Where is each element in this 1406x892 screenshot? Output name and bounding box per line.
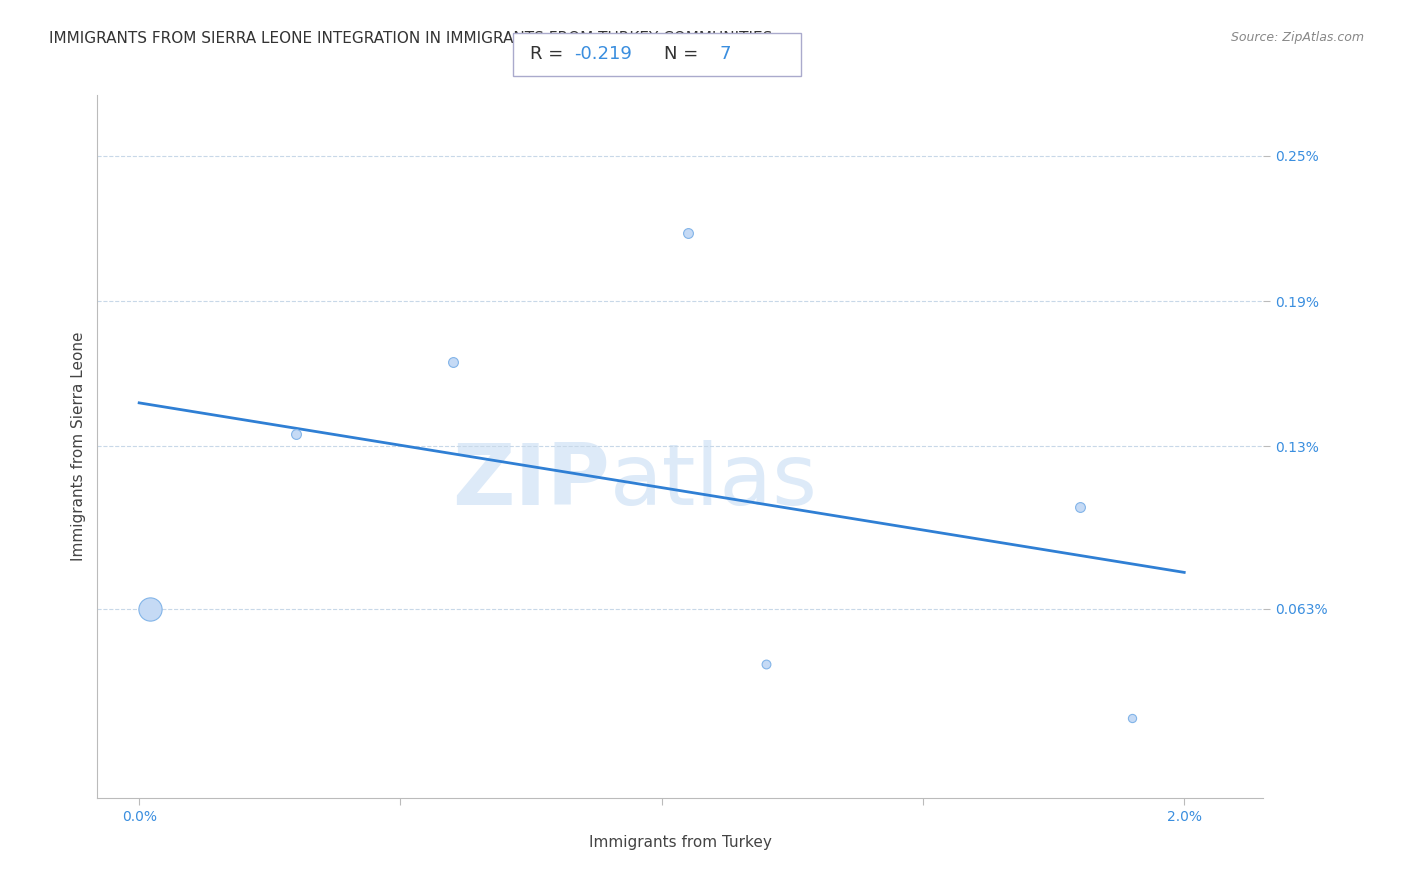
Point bbox=[1121, 711, 1143, 725]
Point bbox=[755, 657, 778, 672]
Point bbox=[676, 227, 699, 241]
Text: 7: 7 bbox=[720, 45, 731, 63]
Text: Source: ZipAtlas.com: Source: ZipAtlas.com bbox=[1230, 31, 1364, 45]
Y-axis label: Immigrants from Sierra Leone: Immigrants from Sierra Leone bbox=[72, 332, 86, 561]
Point bbox=[1069, 500, 1091, 514]
Text: -0.219: -0.219 bbox=[574, 45, 631, 63]
Text: N =: N = bbox=[664, 45, 703, 63]
Text: ZIP: ZIP bbox=[453, 440, 610, 523]
Point bbox=[284, 427, 307, 442]
Text: R =: R = bbox=[530, 45, 569, 63]
Text: atlas: atlas bbox=[610, 440, 818, 523]
Point bbox=[138, 601, 160, 615]
Point bbox=[441, 354, 464, 368]
X-axis label: Immigrants from Turkey: Immigrants from Turkey bbox=[589, 835, 772, 850]
Text: IMMIGRANTS FROM SIERRA LEONE INTEGRATION IN IMMIGRANTS FROM TURKEY COMMUNITIES: IMMIGRANTS FROM SIERRA LEONE INTEGRATION… bbox=[49, 31, 772, 46]
